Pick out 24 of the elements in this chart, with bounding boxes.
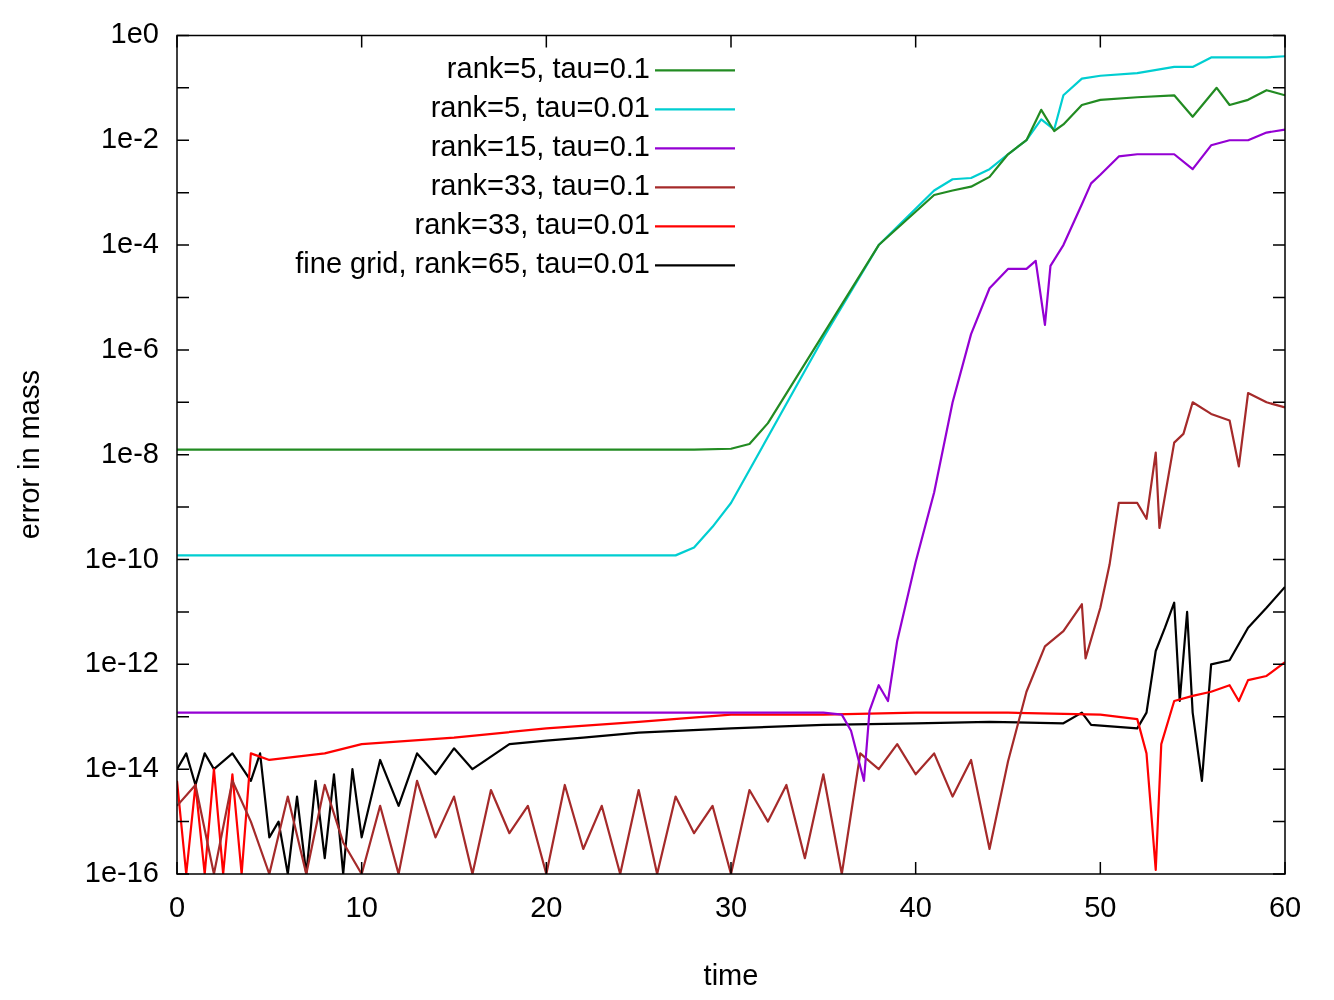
x-tick-label: 10 (345, 891, 378, 924)
legend-label: fine grid, rank=65, tau=0.01 (295, 247, 650, 280)
y-tick-label: 1e-14 (84, 751, 159, 784)
y-tick-label: 1e-12 (84, 646, 159, 679)
y-axis-title: error in mass (13, 370, 46, 540)
y-tick-label: 1e-4 (100, 227, 159, 260)
y-tick-label: 1e-6 (100, 331, 159, 364)
y-tick-label: 1e0 (110, 17, 159, 50)
legend-label: rank=5, tau=0.01 (430, 91, 650, 124)
x-tick-label: 40 (899, 891, 932, 924)
legend-label: rank=15, tau=0.1 (430, 130, 650, 163)
x-tick-label: 30 (714, 891, 748, 924)
x-tick-label: 60 (1268, 891, 1302, 924)
legend-label: rank=5, tau=0.1 (446, 52, 650, 85)
y-tick-label: 1e-16 (84, 856, 159, 888)
x-tick-label: 0 (168, 891, 186, 924)
legend-label: rank=33, tau=0.01 (414, 208, 650, 241)
y-tick-label: 1e-8 (100, 436, 159, 469)
legend-label: rank=33, tau=0.1 (430, 169, 650, 202)
x-axis-title: time (703, 958, 759, 991)
x-tick-label: 50 (1084, 891, 1117, 924)
x-tick-label: 20 (530, 891, 563, 924)
y-tick-label: 1e-2 (100, 122, 159, 155)
y-tick-label: 1e-10 (84, 541, 159, 574)
